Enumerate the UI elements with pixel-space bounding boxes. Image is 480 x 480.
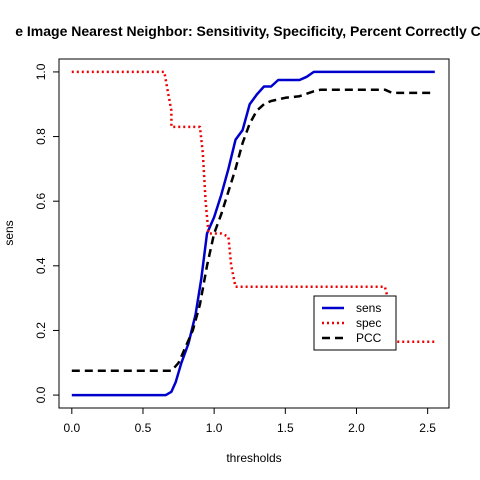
legend-label-pcc: PCC [356, 331, 382, 345]
x-axis-label: thresholds [226, 451, 281, 465]
x-tick-label: 2.0 [348, 421, 365, 435]
series-line-sens [71, 70, 435, 397]
y-axis-label: sens [2, 220, 16, 245]
y-tick-label: 0.0 [34, 386, 48, 403]
x-axis: 0.0 0.5 1.0 1.5 2.0 2.5 [63, 408, 436, 435]
y-axis: 0.0 0.2 0.4 0.6 0.8 1.0 [34, 63, 59, 403]
series-line-pcc [71, 88, 435, 373]
x-tick-label: 1.5 [277, 421, 294, 435]
x-tick-label: 0.0 [63, 421, 80, 435]
legend-label-spec: spec [356, 316, 381, 330]
series-layer [71, 70, 435, 397]
y-tick-label: 0.4 [34, 257, 48, 274]
y-tick-label: 0.8 [34, 128, 48, 145]
legend-box [313, 295, 397, 351]
x-tick-label: 1.0 [206, 421, 223, 435]
y-tick-label: 0.6 [34, 193, 48, 210]
legend-label-sens: sens [356, 301, 381, 315]
x-tick-label: 2.5 [419, 421, 436, 435]
chart-title: e Image Nearest Neighbor: Sensitivity, S… [15, 23, 480, 39]
y-tick-label: 1.0 [34, 63, 48, 80]
plot-frame [58, 58, 450, 409]
y-tick-label: 0.2 [34, 322, 48, 339]
x-tick-label: 0.5 [135, 421, 152, 435]
